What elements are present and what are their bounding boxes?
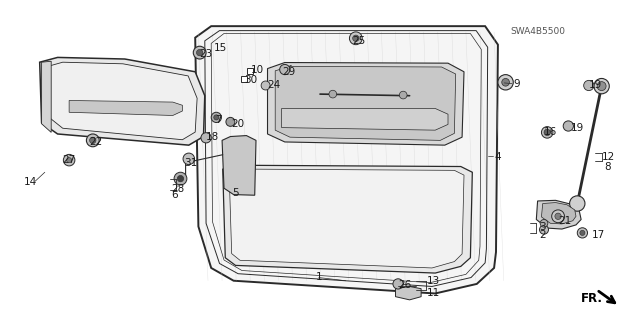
Text: 15: 15 [214,43,227,54]
Polygon shape [282,108,448,130]
Circle shape [393,279,403,289]
Polygon shape [229,169,464,268]
Text: 2: 2 [540,230,546,241]
Circle shape [67,158,72,163]
Circle shape [540,219,548,227]
Text: 8: 8 [605,161,611,172]
Circle shape [280,64,290,75]
Circle shape [214,115,219,120]
Polygon shape [42,61,51,132]
Polygon shape [195,26,498,293]
Text: 29: 29 [283,67,296,77]
Text: FR.: FR. [581,292,603,305]
Text: 31: 31 [184,158,197,168]
FancyBboxPatch shape [246,68,253,74]
Circle shape [540,225,548,234]
Text: 26: 26 [398,279,411,290]
Circle shape [541,127,553,138]
Text: 21: 21 [558,216,571,226]
Text: 6: 6 [171,189,177,200]
Polygon shape [40,57,205,145]
FancyBboxPatch shape [241,76,248,82]
Circle shape [544,129,550,136]
Text: 23: 23 [200,49,212,59]
Circle shape [584,80,594,91]
Text: 3: 3 [540,222,546,232]
Text: 22: 22 [90,137,102,147]
Circle shape [261,81,270,90]
Polygon shape [268,63,464,145]
Circle shape [226,117,235,126]
Circle shape [86,134,99,147]
Text: 18: 18 [206,131,219,142]
Text: 13: 13 [428,276,440,286]
Circle shape [90,137,96,144]
Circle shape [201,133,211,143]
Text: 19: 19 [589,79,602,90]
Text: 4: 4 [495,152,501,162]
Circle shape [498,75,513,90]
Text: SWA4B5500: SWA4B5500 [510,27,565,36]
Polygon shape [222,136,256,195]
Text: 11: 11 [428,288,440,298]
Circle shape [193,46,206,59]
Circle shape [580,230,585,235]
Text: 12: 12 [602,152,614,162]
Text: 17: 17 [592,230,605,241]
Circle shape [353,35,359,41]
Text: 5: 5 [232,188,239,198]
Circle shape [177,175,184,182]
Text: 16: 16 [544,127,557,137]
Circle shape [555,213,561,219]
Circle shape [349,32,362,45]
Circle shape [597,82,606,91]
Text: 28: 28 [172,184,184,194]
Circle shape [329,90,337,98]
Circle shape [594,78,609,94]
Text: 24: 24 [268,80,280,91]
Text: 30: 30 [244,75,257,85]
Text: 20: 20 [232,119,244,129]
Text: 19: 19 [571,123,584,133]
Text: 7: 7 [216,115,222,125]
Text: 10: 10 [251,64,264,75]
Polygon shape [275,66,456,140]
Circle shape [63,154,75,166]
Circle shape [552,210,564,223]
Circle shape [183,153,195,165]
Polygon shape [69,100,182,115]
Polygon shape [223,165,472,273]
Text: 25: 25 [352,36,365,46]
Text: 27: 27 [63,155,76,165]
Polygon shape [396,286,421,300]
Circle shape [196,49,203,56]
Polygon shape [536,200,581,229]
Circle shape [211,112,221,122]
Text: 1: 1 [316,272,322,282]
Circle shape [570,196,585,211]
Polygon shape [541,203,576,224]
Polygon shape [48,62,197,140]
Circle shape [577,228,588,238]
Text: 9: 9 [514,78,520,89]
Text: 14: 14 [24,177,37,188]
Circle shape [502,78,509,86]
Circle shape [399,91,407,99]
Circle shape [563,121,573,131]
Circle shape [174,172,187,185]
